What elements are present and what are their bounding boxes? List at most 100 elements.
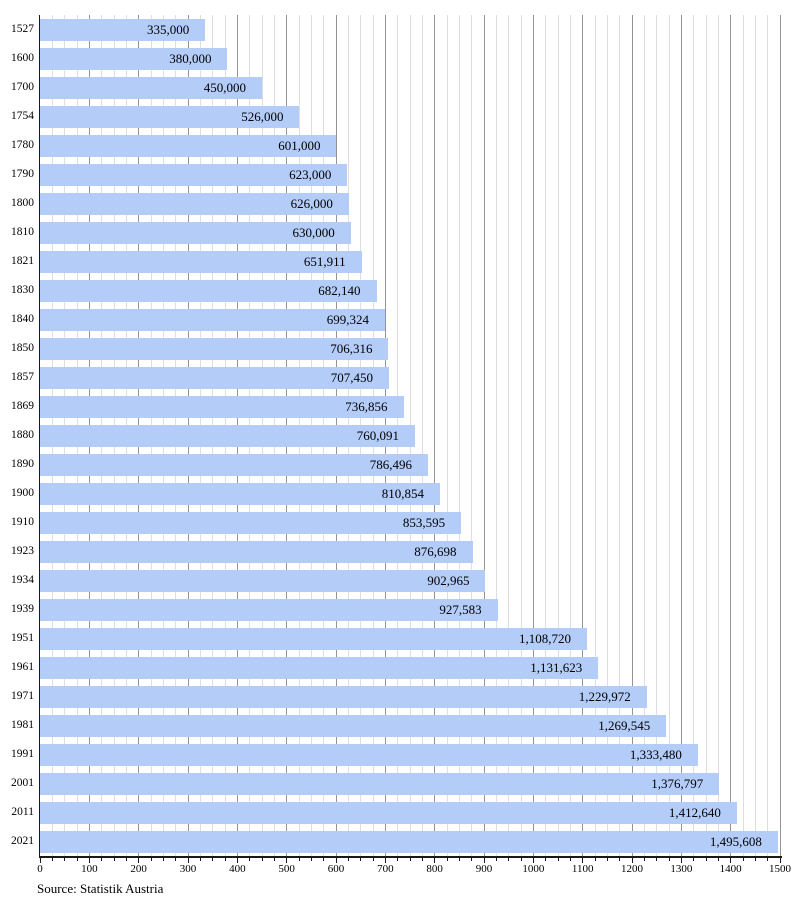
x-axis-tick: [88, 857, 90, 863]
bar: 601,000: [40, 134, 337, 157]
x-axis-tick-label: 400: [229, 863, 246, 875]
gridline-minor: [458, 15, 460, 856]
y-axis-label: 1600: [11, 52, 34, 64]
bar-value-label: 810,854: [381, 485, 425, 501]
y-axis-label: 2011: [11, 806, 34, 818]
x-axis-tick-label: 100: [81, 863, 98, 875]
gridline-minor: [693, 15, 695, 856]
y-axis-label: 1754: [11, 110, 34, 122]
bar-row: 853,595: [40, 508, 780, 537]
x-axis-tick: [458, 857, 460, 861]
bar-row: 706,316: [40, 334, 780, 363]
x-axis-tick: [434, 857, 436, 863]
x-axis-tick: [483, 857, 485, 863]
gridline-major: [680, 15, 682, 856]
gridline-minor: [569, 15, 571, 856]
y-axis-label: 1923: [11, 545, 34, 557]
source-note: Source: Statistik Austria: [37, 881, 164, 896]
x-axis-tick-label: 800: [426, 863, 443, 875]
bar-value-label: 1,412,640: [668, 804, 721, 820]
x-axis-tick: [495, 857, 497, 861]
y-axis-label: 1939: [11, 603, 34, 615]
bar-row: 630,000: [40, 218, 780, 247]
bar-value-label: 626,000: [290, 195, 333, 211]
x-axis-tick: [619, 857, 621, 861]
bar-value-label: 786,496: [369, 456, 412, 472]
x-axis-tick: [606, 857, 608, 861]
x-axis-tick: [101, 857, 103, 861]
bar-value-label: 450,000: [203, 79, 246, 95]
y-axis-label: 1821: [11, 255, 34, 267]
bar-row: 1,495,608: [40, 827, 780, 856]
bar-value-label: 651,911: [303, 253, 346, 269]
x-axis-tick: [754, 857, 756, 861]
bar: 626,000: [40, 192, 349, 215]
x-axis-tick: [680, 857, 682, 863]
y-axis-label: 1790: [11, 168, 34, 180]
bar-row: 1,376,797: [40, 769, 780, 798]
bar-row: 810,854: [40, 479, 780, 508]
gridline-major: [779, 15, 781, 856]
bar-value-label: 706,316: [330, 340, 373, 356]
x-axis-tick: [323, 857, 325, 861]
bar-value-label: 526,000: [241, 108, 284, 124]
bar-row: 1,412,640: [40, 798, 780, 827]
x-axis-tick-label: 700: [377, 863, 394, 875]
y-axis-label: 1981: [11, 719, 34, 731]
x-axis-tick: [335, 857, 337, 863]
gridline-minor: [520, 15, 522, 856]
bar-value-label: 699,324: [326, 311, 369, 327]
x-axis-tick: [51, 857, 53, 861]
bar: 927,583: [40, 598, 498, 621]
bar-value-label: 902,965: [427, 572, 470, 588]
bar-row: 682,140: [40, 276, 780, 305]
bar-value-label: 1,376,797: [651, 775, 704, 791]
gridline-major: [730, 15, 732, 856]
gridline-major: [582, 15, 584, 856]
x-axis-tick: [508, 857, 510, 861]
x-axis-tick: [717, 857, 719, 861]
bar-row: 699,324: [40, 305, 780, 334]
x-axis-tick-label: 600: [327, 863, 345, 875]
gridline-minor: [545, 15, 547, 856]
x-axis-tick: [545, 857, 547, 861]
gridline-minor: [668, 15, 670, 856]
gridline-minor: [508, 15, 510, 856]
bar-value-label: 853,595: [402, 514, 446, 530]
x-axis-tick: [705, 857, 707, 861]
bar: 810,854: [40, 482, 441, 505]
bar: 630,000: [40, 221, 351, 244]
gridline-minor: [594, 15, 596, 856]
bar: 526,000: [40, 105, 300, 128]
bar-value-label: 1,269,545: [598, 717, 651, 733]
bar-row: 902,965: [40, 566, 780, 595]
y-axis-label: 1700: [11, 81, 34, 93]
x-axis-line: [38, 856, 782, 858]
bar-row: 1,131,623: [40, 653, 780, 682]
y-axis-label: 1880: [11, 429, 34, 441]
x-axis-tick: [138, 857, 140, 863]
x-axis-tick: [643, 857, 645, 861]
bar: 876,698: [40, 540, 473, 563]
gridline-minor: [446, 15, 448, 856]
x-axis-tick: [224, 857, 226, 861]
bar-value-label: 630,000: [292, 224, 335, 240]
bar: 651,911: [40, 250, 362, 273]
bar: 1,131,623: [40, 656, 599, 679]
bar-row: 786,496: [40, 450, 780, 479]
y-axis-label: 1780: [11, 139, 34, 151]
x-axis-tick: [372, 857, 374, 861]
y-axis-label: 1890: [11, 458, 34, 470]
bar-value-label: 335,000: [147, 21, 190, 37]
bar: 682,140: [40, 279, 377, 302]
x-axis-tick: [767, 857, 769, 861]
y-axis-label: 1951: [11, 632, 34, 644]
y-axis-label: 2021: [11, 835, 34, 847]
gridline-minor: [495, 15, 497, 856]
x-axis-tick: [175, 857, 177, 861]
bar: 1,495,608: [40, 830, 778, 853]
x-axis-tick: [76, 857, 78, 861]
x-axis-tick-label: 1200: [621, 863, 643, 875]
bar: 1,412,640: [40, 801, 737, 824]
